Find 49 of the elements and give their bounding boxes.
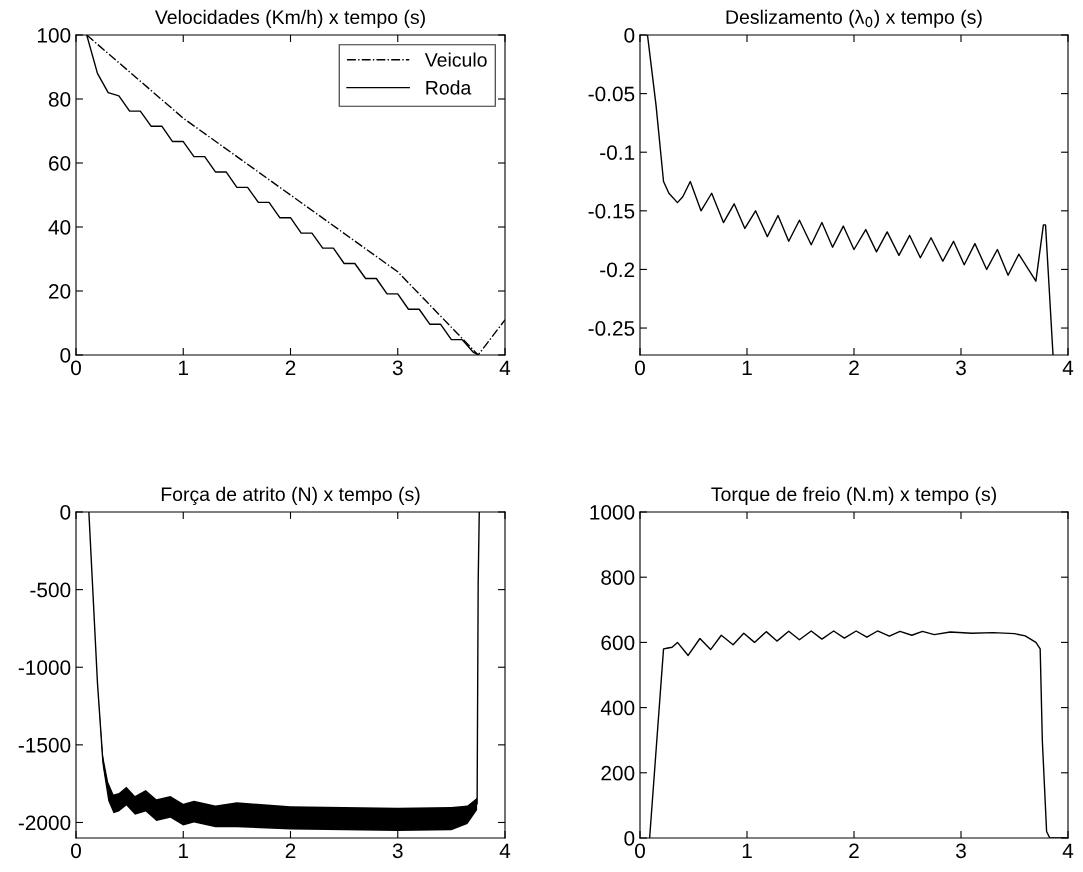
chart-title: Torque de freio (N.m) x tempo (s) xyxy=(711,486,996,505)
y-tick-label: -0.25 xyxy=(588,321,635,336)
x-tick-label: 4 xyxy=(1062,360,1074,375)
x-tick-label: 3 xyxy=(392,843,403,859)
y-tick-label: 80 xyxy=(48,92,71,107)
y-tick-label: -1000 xyxy=(18,660,71,675)
y-tick-label: -2000 xyxy=(18,815,71,831)
y-tick-label: -1500 xyxy=(18,737,71,753)
x-tick-label: 0 xyxy=(71,843,81,859)
x-tick-label: 3 xyxy=(956,843,966,859)
x-tick-label: 2 xyxy=(285,843,296,858)
x-tick-label: 4 xyxy=(499,843,511,858)
x-tick-label: 0 xyxy=(71,360,81,376)
y-tick-label: 60 xyxy=(49,156,71,171)
x-tick-label: 0 xyxy=(635,843,645,859)
x-tick-label: 1 xyxy=(179,360,189,375)
x-tick-label: 4 xyxy=(1062,843,1074,858)
x-tick-label: 3 xyxy=(956,360,966,376)
x-tick-label: 2 xyxy=(849,843,859,858)
y-tick-label: 800 xyxy=(601,570,635,585)
x-tick-label: 2 xyxy=(849,360,859,375)
chart-title: Força de atrito (N) x tempo (s) xyxy=(161,486,420,506)
y-tick-label: 0 xyxy=(624,28,635,43)
y-tick-label: -0.15 xyxy=(588,203,635,219)
chart-title: Deslizamento (λ$_{0}$) x tempo (s) xyxy=(726,9,982,28)
y-tick-label: 100 xyxy=(37,28,71,43)
x-tick-label: 1 xyxy=(742,360,752,375)
x-tick-label: 2 xyxy=(285,360,296,375)
y-tick-label: 600 xyxy=(601,635,635,651)
chart-title: Velocidades (Km/h) x tempo (s) xyxy=(154,9,425,28)
y-tick-label: 0 xyxy=(60,348,71,363)
y-tick-label: 20 xyxy=(49,284,71,299)
y-tick-label: -0.1 xyxy=(600,145,635,160)
y-tick-label: 0 xyxy=(60,505,71,520)
x-tick-label: 4 xyxy=(499,360,511,375)
x-tick-label: 1 xyxy=(742,843,752,858)
y-tick-label: -500 xyxy=(30,582,71,598)
y-tick-label: -0.2 xyxy=(600,262,635,278)
y-tick-label: 40 xyxy=(48,220,71,235)
legend-label: Veiculo xyxy=(424,52,487,67)
y-tick-label: 0 xyxy=(624,831,635,846)
x-tick-label: 0 xyxy=(635,360,645,376)
y-tick-label: 400 xyxy=(600,700,635,716)
y-tick-label: -0.05 xyxy=(588,86,635,102)
x-tick-label: 1 xyxy=(179,843,189,858)
legend-label: Roda xyxy=(426,80,472,95)
x-tick-label: 3 xyxy=(392,360,403,376)
y-tick-label: 1000 xyxy=(590,505,635,520)
y-tick-label: 200 xyxy=(601,765,635,781)
